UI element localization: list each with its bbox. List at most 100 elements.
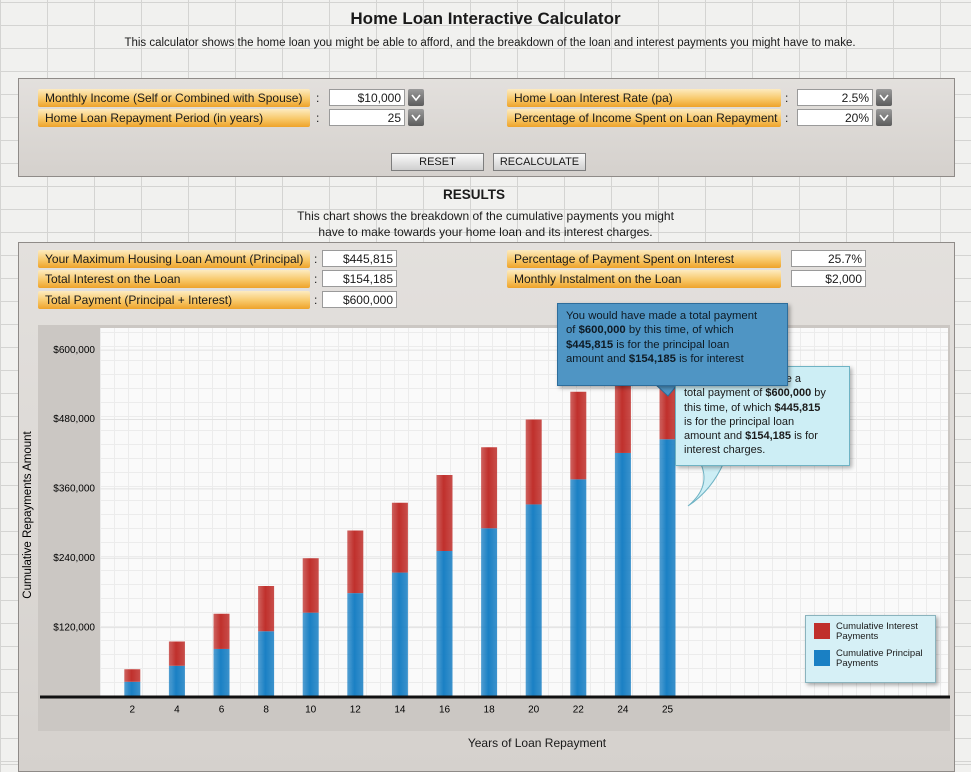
bar-segment bbox=[347, 593, 364, 697]
bar-segment bbox=[258, 631, 275, 697]
bar-segment bbox=[168, 665, 185, 697]
x-tick-label: 16 bbox=[439, 705, 451, 716]
legend-label: Cumulative Principal Payments bbox=[836, 648, 923, 669]
tooltip-text: interest charges. bbox=[684, 444, 766, 457]
bar-segment bbox=[614, 364, 631, 453]
bar-segment bbox=[525, 419, 542, 505]
tooltip-text: $600,000 bbox=[765, 387, 812, 400]
legend-swatch bbox=[814, 623, 830, 639]
bar-segment bbox=[614, 452, 631, 697]
x-tick-label: 8 bbox=[263, 705, 269, 716]
results-description: This chart shows the breakdown of the cu… bbox=[297, 209, 674, 223]
x-tick-label: 24 bbox=[617, 705, 629, 716]
separator: : bbox=[316, 91, 320, 105]
field-value: $445,815 bbox=[322, 250, 397, 267]
separator: : bbox=[785, 91, 789, 105]
chevron bbox=[411, 94, 421, 102]
dropdown-button[interactable] bbox=[408, 89, 424, 106]
reset-button[interactable]: RESET bbox=[391, 153, 484, 171]
bar-segment bbox=[570, 479, 587, 697]
tooltip-line: is for the principal loan bbox=[684, 415, 849, 429]
x-tick-label: 2 bbox=[130, 705, 136, 716]
separator: : bbox=[314, 272, 318, 286]
dropdown-button[interactable] bbox=[408, 109, 424, 126]
tooltip-text: is for bbox=[791, 430, 818, 443]
tooltip-line: of $600,000 by this time, of which bbox=[566, 323, 787, 337]
bar-segment bbox=[481, 528, 498, 697]
field-label: Your Maximum Housing Loan Amount (Princi… bbox=[38, 250, 310, 268]
bar-segment bbox=[436, 475, 453, 551]
chevron-line bbox=[879, 94, 889, 102]
y-tick-label: $600,000 bbox=[53, 345, 95, 356]
x-tick-label: 22 bbox=[573, 705, 585, 716]
bar-segment bbox=[436, 550, 453, 697]
x-axis-title: Years of Loan Repayment bbox=[467, 736, 607, 750]
bar-segment bbox=[347, 530, 364, 594]
separator: : bbox=[316, 111, 320, 125]
tooltip-line: this time, of which $445,815 bbox=[684, 401, 849, 415]
separator: : bbox=[785, 111, 789, 125]
bar-segment bbox=[168, 641, 185, 666]
field-value: $154,185 bbox=[322, 270, 397, 287]
subtitle: This calculator shows the home loan you … bbox=[124, 37, 856, 49]
chevron-line bbox=[411, 114, 421, 122]
y-tick-label: $360,000 bbox=[53, 484, 95, 495]
bar-segment bbox=[391, 572, 408, 697]
bar-segment bbox=[659, 439, 676, 697]
field-label: Total Payment (Principal + Interest) bbox=[38, 291, 310, 309]
tooltip-text: total payment of bbox=[684, 387, 766, 400]
dropdown-button[interactable] bbox=[876, 89, 892, 106]
legend-swatch bbox=[814, 650, 830, 666]
chevron bbox=[879, 114, 889, 122]
bar-segment bbox=[481, 447, 498, 529]
bar-segment bbox=[302, 612, 319, 697]
bar-segment bbox=[525, 504, 542, 697]
tooltip-text: $445,815 bbox=[774, 401, 821, 414]
bar-segment bbox=[570, 391, 587, 480]
results-description: have to make towards your home loan and … bbox=[318, 225, 653, 239]
dropdown-button[interactable] bbox=[876, 109, 892, 126]
separator: : bbox=[314, 293, 318, 307]
x-tick-label: 20 bbox=[528, 705, 540, 716]
tooltip-text: is for the principal loan bbox=[613, 338, 730, 351]
recalculate-button[interactable]: RECALCULATE bbox=[493, 153, 586, 171]
chevron bbox=[411, 114, 421, 122]
x-tick-label: 14 bbox=[394, 705, 406, 716]
y-tick-label: $480,000 bbox=[53, 414, 95, 425]
field-value: $2,000 bbox=[791, 270, 866, 287]
x-tick-label: 4 bbox=[174, 705, 180, 716]
field-value[interactable]: 20% bbox=[797, 109, 873, 126]
tooltip-line: amount and $154,185 is for bbox=[684, 429, 849, 443]
tooltip: You would have made a total payment of $6… bbox=[557, 303, 788, 386]
x-tick-label: 18 bbox=[484, 705, 496, 716]
bar-segment bbox=[124, 669, 141, 682]
bar-segment bbox=[213, 613, 230, 649]
chevron-line bbox=[411, 94, 421, 102]
bar-segment bbox=[213, 648, 230, 697]
field-label: Monthly Instalment on the Loan bbox=[507, 270, 781, 288]
tooltip-line: interest charges. bbox=[684, 443, 849, 457]
tooltip-line: total payment of $600,000 by bbox=[684, 386, 849, 400]
title: Home Loan Interactive Calculator bbox=[350, 9, 621, 28]
tooltip-line: $445,815 is for the principal loan bbox=[566, 338, 787, 352]
chevron bbox=[879, 94, 889, 102]
field-value: 25.7% bbox=[791, 250, 866, 267]
tooltip-text: by this time, of which bbox=[625, 324, 734, 337]
tooltip-line: amount and $154,185 is for interest bbox=[566, 352, 787, 366]
y-tick-label: $120,000 bbox=[53, 622, 95, 633]
field-value[interactable]: 25 bbox=[329, 109, 405, 126]
tooltip-text: amount and bbox=[684, 430, 746, 443]
results-title: RESULTS bbox=[442, 187, 505, 202]
field-value: $600,000 bbox=[322, 291, 397, 308]
chevron-line bbox=[879, 114, 889, 122]
separator: : bbox=[314, 252, 318, 266]
tooltip-text: $600,000 bbox=[578, 324, 626, 337]
tooltip-text: this time, of which bbox=[684, 401, 775, 414]
field-label: Home Loan Interest Rate (pa) bbox=[507, 89, 781, 107]
field-label: Percentage of Payment Spent on Interest bbox=[507, 250, 781, 268]
tooltip-text: of bbox=[566, 324, 579, 337]
field-value[interactable]: $10,000 bbox=[329, 89, 405, 106]
field-value[interactable]: 2.5% bbox=[797, 89, 873, 106]
